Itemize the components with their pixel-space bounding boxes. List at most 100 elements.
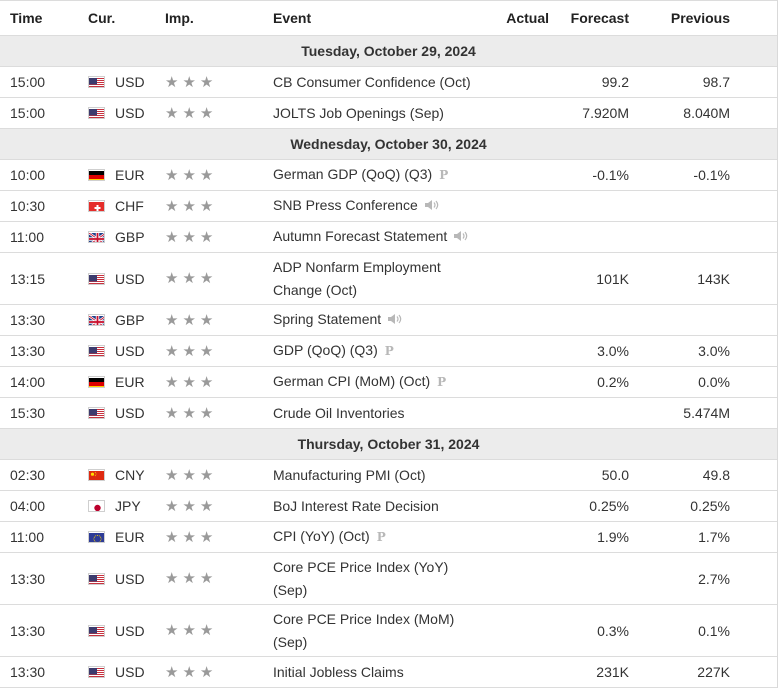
event-name-text[interactable]: Autumn Forecast Statement xyxy=(273,228,448,245)
table-row[interactable]: 10:30 CHF ★ ★ ★ SNB Press Conference xyxy=(0,191,777,222)
table-row[interactable]: 14:00 EUR ★ ★ ★ German CPI (MoM) (Oct) P 0.2% 0.… xyxy=(0,367,777,398)
event-name[interactable]: CB Consumer Confidence (Oct) xyxy=(273,67,473,97)
event-name-text[interactable]: JOLTS Job Openings (Sep) xyxy=(273,104,444,121)
event-time: 10:30 xyxy=(10,198,46,214)
importance-stars: ★ ★ ★ xyxy=(165,522,213,552)
importance-rating: ★ ★ ★ xyxy=(165,344,213,359)
importance-rating: ★ ★ ★ xyxy=(165,406,213,421)
table-row[interactable]: 15:00 USD ★ ★ ★ CB Consumer Confidence (Oct) 9… xyxy=(0,67,777,98)
column-header-event[interactable]: Event xyxy=(273,9,312,26)
event-name[interactable]: CPI (YoY) (Oct) P xyxy=(273,522,473,552)
event-name[interactable]: Manufacturing PMI (Oct) xyxy=(273,460,473,490)
event-name-text[interactable]: Crude Oil Inventories xyxy=(273,404,405,421)
table-row[interactable]: 13:15 USD ★ ★ ★ ADP Nonfarm Employment Change… xyxy=(0,253,777,305)
event-name[interactable]: Core PCE Price Index (YoY) (Sep) xyxy=(273,553,473,604)
importance-stars: ★ ★ ★ xyxy=(165,460,213,490)
us-flag-icon xyxy=(88,107,105,119)
column-header-time[interactable]: Time xyxy=(10,10,43,26)
event-name-text[interactable]: Manufacturing PMI (Oct) xyxy=(273,466,426,483)
speaker-icon xyxy=(381,309,402,332)
importance-rating: ★ ★ ★ xyxy=(165,271,213,286)
column-header-importance[interactable]: Imp. xyxy=(165,10,194,26)
event-name-text[interactable]: ADP Nonfarm Employment Change (Oct) xyxy=(273,258,441,298)
table-row[interactable]: 13:30 USD ★ ★ ★ Initial Jobless Claims 231K 227… xyxy=(0,657,777,688)
speaker-icon xyxy=(447,226,468,249)
event-name-text[interactable]: Core PCE Price Index (YoY) (Sep) xyxy=(273,558,449,598)
event-name-text[interactable]: Spring Statement xyxy=(273,311,382,328)
us-flag-icon xyxy=(88,553,105,604)
event-name[interactable]: ADP Nonfarm Employment Change (Oct) xyxy=(273,253,473,304)
table-row[interactable]: 10:00 EUR ★ ★ ★ German GDP (QoQ) (Q3) P -0.1% -0… xyxy=(0,160,777,191)
germany-flag-icon xyxy=(88,376,105,388)
event-name-text[interactable]: BoJ Interest Rate Decision xyxy=(273,497,439,514)
table-row[interactable]: 13:30 GBP ★ ★ ★ Spring Statement xyxy=(0,305,777,336)
event-name[interactable]: JOLTS Job Openings (Sep) xyxy=(273,98,473,128)
table-row[interactable]: 15:30 USD ★ ★ ★ Crude Oil Inventories 5.474M xyxy=(0,398,777,429)
star-icon: ★ xyxy=(182,311,196,329)
star-icon: ★ xyxy=(165,270,179,287)
column-header-previous[interactable]: Previous xyxy=(670,10,730,26)
event-name-text[interactable]: CPI (YoY) (Oct) xyxy=(273,528,370,544)
table-row[interactable]: 11:00 EUR ★ ★ ★ CPI (YoY) (Oct) P 1.9% 1.7% xyxy=(0,522,777,553)
importance-stars: ★ ★ ★ xyxy=(165,98,213,128)
star-icon: ★ xyxy=(182,228,196,246)
star-icon: ★ xyxy=(182,166,196,184)
star-icon: ★ xyxy=(165,373,179,391)
event-previous: 0.1% xyxy=(698,622,730,639)
importance-stars: ★ ★ ★ xyxy=(165,67,213,97)
event-name[interactable]: Autumn Forecast Statement xyxy=(273,222,473,252)
event-name[interactable]: Core PCE Price Index (MoM) (Sep) xyxy=(273,605,473,656)
event-name-text[interactable]: GDP (QoQ) (Q3) xyxy=(273,342,378,358)
event-name[interactable]: Crude Oil Inventories xyxy=(273,398,473,428)
event-name-text[interactable]: Initial Jobless Claims xyxy=(273,663,404,680)
event-name-text[interactable]: CB Consumer Confidence (Oct) xyxy=(273,73,471,90)
event-name[interactable]: German GDP (QoQ) (Q3) P xyxy=(273,160,473,190)
china-flag-icon xyxy=(88,469,105,481)
table-row[interactable]: 13:30 USD ★ ★ ★ GDP (QoQ) (Q3) P 3.0% 3.0% xyxy=(0,336,777,367)
event-forecast: 99.2 xyxy=(601,74,629,90)
event-previous: -0.1% xyxy=(693,167,730,183)
star-icon: ★ xyxy=(182,528,196,546)
uk-flag-icon xyxy=(88,314,105,326)
table-row[interactable]: 13:30 USD ★ ★ ★ Core PCE Price Index (MoM) (S… xyxy=(0,605,777,657)
event-currency: USD xyxy=(115,405,145,421)
event-name[interactable]: Initial Jobless Claims xyxy=(273,657,473,687)
event-name[interactable]: GDP (QoQ) (Q3) P xyxy=(273,336,473,366)
table-row[interactable]: 02:30 CNY ★ ★ ★ Manufacturing PMI (Oct) 50.0 49… xyxy=(0,460,777,491)
event-name-wrapper: Crude Oil Inventories xyxy=(273,402,405,425)
column-header-actual[interactable]: Actual xyxy=(506,10,549,26)
event-name[interactable]: BoJ Interest Rate Decision xyxy=(273,491,473,521)
table-row[interactable]: 15:00 USD ★ ★ ★ JOLTS Job Openings (Sep) 7.920… xyxy=(0,98,777,129)
column-header-forecast[interactable]: Forecast xyxy=(570,10,629,26)
event-name-text[interactable]: German GDP (QoQ) (Q3) xyxy=(273,166,433,182)
column-header-currency[interactable]: Cur. xyxy=(88,10,116,26)
importance-rating: ★ ★ ★ xyxy=(165,313,213,328)
star-icon: ★ xyxy=(165,166,179,184)
star-icon: ★ xyxy=(182,104,196,122)
event-name-text[interactable]: SNB Press Conference xyxy=(273,197,418,214)
event-name-wrapper: BoJ Interest Rate Decision xyxy=(273,495,439,518)
event-currency: GBP xyxy=(115,229,145,245)
event-name[interactable]: Spring Statement xyxy=(273,305,473,335)
switzerland-flag-icon xyxy=(88,200,105,212)
event-forecast: 231K xyxy=(596,664,629,680)
importance-rating: ★ ★ ★ xyxy=(165,571,213,586)
event-name-text[interactable]: Core PCE Price Index (MoM) (Sep) xyxy=(273,610,455,650)
star-icon: ★ xyxy=(165,528,179,546)
event-name-text[interactable]: German CPI (MoM) (Oct) xyxy=(273,373,431,389)
uk-flag-icon xyxy=(88,305,105,335)
event-currency: USD xyxy=(115,105,145,121)
star-icon: ★ xyxy=(165,570,179,587)
star-icon: ★ xyxy=(182,73,196,91)
table-row[interactable]: 04:00 JPY ★ ★ ★ BoJ Interest Rate Decision 0.2… xyxy=(0,491,777,522)
event-name[interactable]: SNB Press Conference xyxy=(273,191,473,221)
event-name-wrapper: Core PCE Price Index (MoM) (Sep) xyxy=(273,608,473,654)
event-previous: 227K xyxy=(697,664,730,680)
event-forecast: 1.9% xyxy=(597,529,629,545)
table-row[interactable]: 11:00 GBP ★ ★ ★ Autumn Forecast Statement xyxy=(0,222,777,253)
star-icon: ★ xyxy=(165,228,179,246)
table-row[interactable]: 13:30 USD ★ ★ ★ Core PCE Price Index (YoY) (S… xyxy=(0,553,777,605)
event-name[interactable]: German CPI (MoM) (Oct) P xyxy=(273,367,473,397)
importance-stars: ★ ★ ★ xyxy=(165,305,213,335)
star-icon: ★ xyxy=(199,497,214,515)
